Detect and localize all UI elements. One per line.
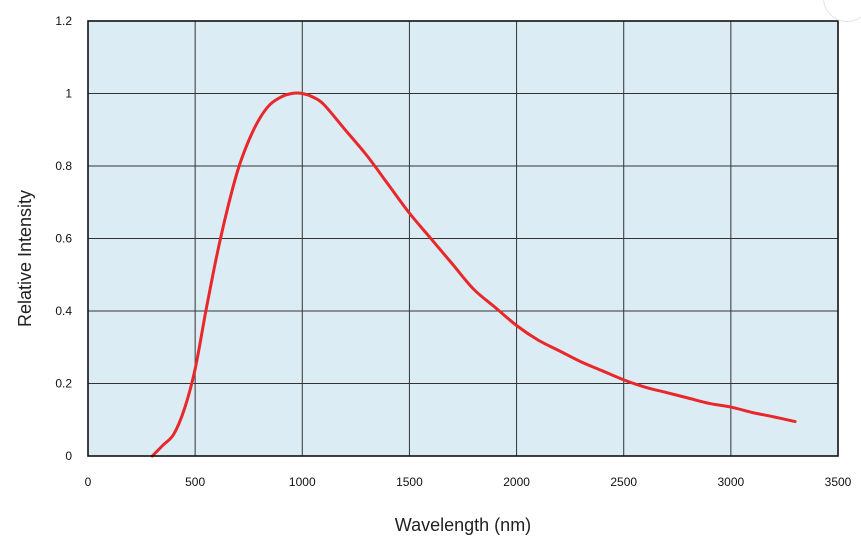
x-tick-label: 500 [185, 475, 205, 489]
x-tick-label: 3500 [825, 475, 852, 489]
x-tick-label: 2000 [503, 475, 530, 489]
x-tick-label: 2500 [610, 475, 637, 489]
y-tick-label: 0.8 [55, 159, 72, 173]
y-tick-label: 1 [65, 87, 72, 101]
y-tick-labels: 0 0.2 0.4 0.6 0.8 1 1.2 [55, 14, 72, 463]
y-tick-label: 1.2 [55, 14, 72, 28]
x-tick-labels: 0 500 1000 1500 2000 2500 3000 3500 [85, 475, 852, 489]
y-tick-label: 0.4 [55, 304, 72, 318]
y-tick-label: 0.2 [55, 377, 72, 391]
x-tick-label: 1500 [396, 475, 423, 489]
series-line [150, 91, 797, 458]
y-tick-label: 0.6 [55, 232, 72, 246]
y-tick-label: 0 [65, 449, 72, 463]
x-axis-title: Wavelength (nm) [395, 515, 531, 535]
y-axis-title: Relative Intensity [15, 190, 35, 327]
plot-frame [87, 20, 839, 457]
x-tick-label: 1000 [289, 475, 316, 489]
x-tick-label: 3000 [718, 475, 745, 489]
x-tick-label: 0 [85, 475, 92, 489]
